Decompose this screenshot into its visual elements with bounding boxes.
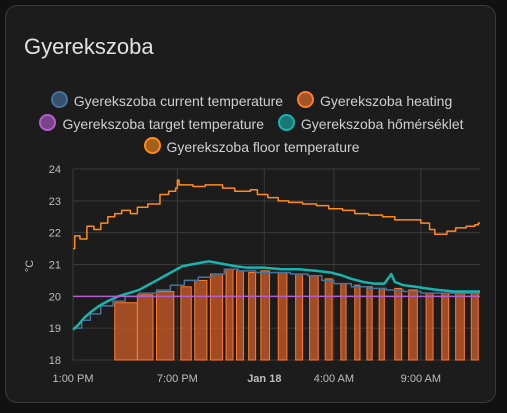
heating-bar — [114, 302, 138, 361]
heating-bar — [155, 291, 175, 361]
legend-label: Gyerekszoba heating — [319, 93, 453, 109]
chart-legend: Gyerekszoba current temperature Gyereksz… — [6, 90, 497, 159]
legend-row-1: Gyerekszoba current temperature Gyereksz… — [6, 90, 497, 113]
heating-bar — [248, 271, 257, 361]
heating-bar — [309, 275, 319, 361]
heating-bar — [225, 268, 234, 361]
heating-bar — [470, 292, 479, 361]
heating-bar — [235, 270, 244, 361]
series-line-gyerekszoba-floor-temperature — [73, 179, 480, 250]
heating-bar — [394, 287, 403, 361]
y-tick-label: 24 — [49, 164, 61, 176]
heating-bars — [114, 268, 479, 361]
heating-bar — [180, 286, 192, 361]
heating-bar — [194, 279, 208, 361]
homerseklet-swatch-icon — [277, 114, 295, 131]
legend-item-homerseklet[interactable]: Gyerekszoba hőmérséklet — [277, 113, 464, 136]
series-lines — [72, 179, 480, 331]
heating-bar — [408, 289, 418, 361]
heating-bar — [295, 273, 304, 361]
legend-label: Gyerekszoba current temperature — [73, 93, 284, 109]
heating-bar — [277, 271, 288, 361]
legend-row-2: Gyerekszoba target temperature Gyerekszo… — [6, 113, 497, 136]
y-axis-label: °C — [24, 260, 36, 272]
y-axis-ticks: 18 19 20 21 22 23 24 — [49, 164, 61, 367]
heating-bar — [354, 284, 361, 361]
series-line-gyerekszoba-h-m-rs-klet — [72, 260, 480, 331]
x-axis-ticks: 1:00 PM 7:00 PM Jan 18 4:00 AM 9:00 AM — [53, 373, 442, 385]
x-tick-label: 7:00 PM — [157, 373, 198, 385]
heating-swatch-icon — [296, 91, 314, 108]
legend-item-target-temperature[interactable]: Gyerekszoba target temperature — [39, 113, 264, 136]
heating-bar — [209, 273, 224, 361]
x-tick-label: Jan 18 — [247, 373, 281, 385]
floor-temperature-swatch-icon — [143, 137, 161, 154]
legend-label: Gyerekszoba floor temperature — [166, 139, 360, 155]
current-temperature-swatch-icon — [50, 91, 68, 108]
series-line-gyerekszoba-current-temperature — [73, 268, 480, 329]
y-tick-label: 19 — [49, 323, 61, 335]
heating-bar — [425, 292, 434, 361]
heating-bar — [441, 292, 450, 361]
y-tick-label: 21 — [49, 260, 61, 272]
y-tick-label: 22 — [49, 228, 61, 240]
y-tick-label: 18 — [49, 355, 61, 367]
heating-bar — [136, 294, 154, 361]
legend-item-heating[interactable]: Gyerekszoba heating — [296, 90, 453, 113]
heating-bar — [324, 278, 333, 361]
y-tick-label: 23 — [49, 196, 61, 208]
legend-item-floor-temperature[interactable]: Gyerekszoba floor temperature — [143, 136, 360, 159]
heating-bar — [340, 283, 347, 361]
target-temperature-swatch-icon — [39, 114, 57, 131]
heating-bar — [366, 286, 373, 361]
legend-label: Gyerekszoba target temperature — [62, 116, 264, 132]
x-tick-label: 9:00 AM — [401, 373, 441, 385]
heating-bar — [260, 270, 271, 361]
heating-bar — [455, 292, 465, 361]
legend-label: Gyerekszoba hőmérséklet — [300, 116, 464, 132]
x-tick-label: 1:00 PM — [53, 373, 94, 385]
heating-bar — [378, 287, 385, 361]
legend-row-3: Gyerekszoba floor temperature — [6, 136, 497, 159]
x-tick-label: 4:00 AM — [314, 373, 354, 385]
y-tick-label: 20 — [49, 291, 61, 303]
card-title: Gyerekszoba — [24, 34, 154, 59]
legend-item-current-temperature[interactable]: Gyerekszoba current temperature — [50, 90, 284, 113]
